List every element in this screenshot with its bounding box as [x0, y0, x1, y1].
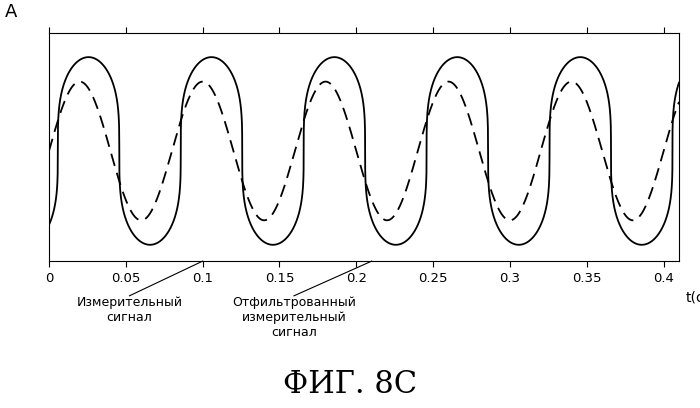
- Text: Отфильтрованный
измерительный
сигнал: Отфильтрованный измерительный сигнал: [232, 296, 356, 339]
- Text: Измерительный
сигнал: Измерительный сигнал: [76, 296, 183, 324]
- Text: A: A: [5, 3, 18, 21]
- Text: ФИГ. 8С: ФИГ. 8С: [283, 369, 417, 400]
- Text: t(сек): t(сек): [685, 291, 700, 305]
